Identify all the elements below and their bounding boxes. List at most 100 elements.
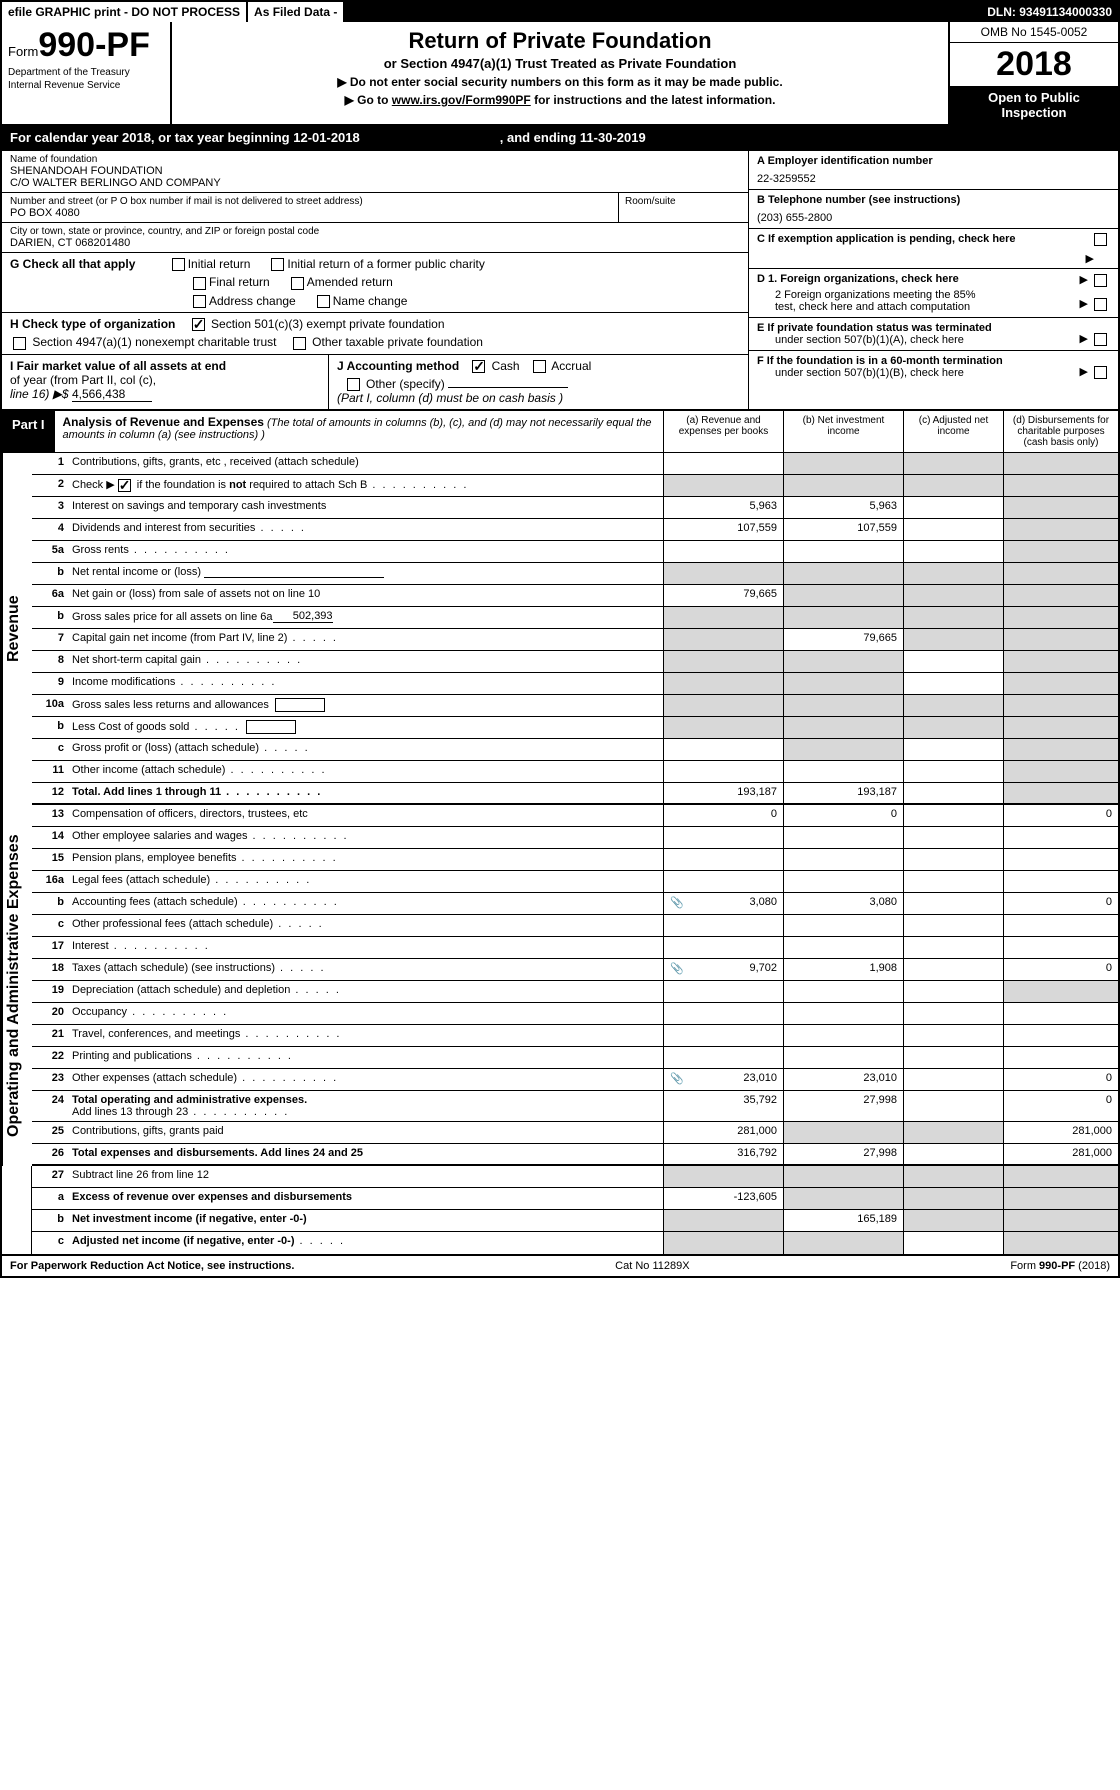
col-c-header: (c) Adjusted net income <box>903 411 1003 452</box>
chk-final-return[interactable] <box>193 277 206 290</box>
row-27: 27 Subtract line 26 from line 12 <box>32 1166 1118 1188</box>
row-27c: c Adjusted net income (if negative, ente… <box>32 1232 1118 1254</box>
row-16b-desc: Accounting fees (attach schedule) <box>68 893 663 914</box>
chk-initial-return[interactable] <box>172 258 185 271</box>
row-16b: b Accounting fees (attach schedule) 📎3,0… <box>32 893 1118 915</box>
row-20-desc: Occupancy <box>68 1003 663 1024</box>
j-cash: Cash <box>492 359 520 373</box>
header-center: Return of Private Foundation or Section … <box>172 22 948 124</box>
header-right: OMB No 1545-0052 2018 Open to Public Ins… <box>948 22 1118 124</box>
section-f: F If the foundation is in a 60-month ter… <box>749 351 1118 383</box>
h-opt-4947a1: Section 4947(a)(1) nonexempt charitable … <box>32 335 276 349</box>
efile-label: efile GRAPHIC print - DO NOT PROCESS <box>2 2 248 22</box>
instr2-post: for instructions and the latest informat… <box>531 93 776 107</box>
chk-name-change[interactable] <box>317 295 330 308</box>
info-grid: Name of foundation SHENANDOAH FOUNDATION… <box>2 151 1118 411</box>
chk-initial-former[interactable] <box>271 258 284 271</box>
irs-label: Internal Revenue Service <box>8 80 164 91</box>
part1-header: Part I Analysis of Revenue and Expenses … <box>2 411 1118 453</box>
phone-cell: B Telephone number (see instructions) (2… <box>749 190 1118 229</box>
row-18: 18 Taxes (attach schedule) (see instruct… <box>32 959 1118 981</box>
e-line1: E If private foundation status was termi… <box>757 322 992 334</box>
chk-accrual[interactable] <box>533 360 546 373</box>
expenses-table: Operating and Administrative Expenses 13… <box>2 805 1118 1166</box>
chk-60month[interactable] <box>1094 366 1107 379</box>
j-other: Other (specify) <box>366 377 445 391</box>
g-opt-address-change: Address change <box>190 294 296 308</box>
chk-other-taxable[interactable] <box>293 337 306 350</box>
f-line1: F If the foundation is in a 60-month ter… <box>757 355 1003 367</box>
footer: For Paperwork Reduction Act Notice, see … <box>2 1254 1118 1276</box>
name-label: Name of foundation <box>10 154 740 165</box>
chk-85pct-test[interactable] <box>1094 298 1107 311</box>
chk-amended[interactable] <box>291 277 304 290</box>
row-5a: 5a Gross rents <box>32 541 1118 563</box>
row-12: 12 Total. Add lines 1 through 11 193,187… <box>32 783 1118 805</box>
chk-501c3[interactable] <box>192 318 205 331</box>
chk-status-terminated[interactable] <box>1094 333 1107 346</box>
city-value: DARIEN, CT 068201480 <box>10 237 740 249</box>
g-opt-amended: Amended return <box>288 275 393 289</box>
row-7-desc: Capital gain net income (from Part IV, l… <box>68 629 663 650</box>
ein-value: 22-3259552 <box>757 173 1110 185</box>
chk-other-method[interactable] <box>347 378 360 391</box>
ein-label: A Employer identification number <box>757 155 933 167</box>
h-label: H Check type of organization <box>10 317 175 331</box>
dept-treasury: Department of the Treasury <box>8 67 164 78</box>
row-10a: 10a Gross sales less returns and allowan… <box>32 695 1118 717</box>
tax-year: 2018 <box>950 43 1118 86</box>
row-11: 11 Other income (attach schedule) <box>32 761 1118 783</box>
row-5b-desc: Net rental income or (loss) <box>68 563 663 584</box>
row-27b-desc: Net investment income (if negative, ente… <box>68 1210 663 1231</box>
instruction-2: ▶ Go to www.irs.gov/Form990PF for instru… <box>180 93 940 107</box>
row-12-desc: Total. Add lines 1 through 11 <box>68 783 663 803</box>
row-16a-desc: Legal fees (attach schedule) <box>68 871 663 892</box>
info-right: A Employer identification number 22-3259… <box>748 151 1118 409</box>
chk-schB[interactable] <box>118 479 131 492</box>
row-4-desc: Dividends and interest from securities <box>68 519 663 540</box>
row-17-desc: Interest <box>68 937 663 958</box>
irs-link[interactable]: www.irs.gov/Form990PF <box>392 93 531 107</box>
section-h: H Check type of organization Section 501… <box>2 313 748 355</box>
g-opt-name-change: Name change <box>314 294 408 308</box>
row-7: 7 Capital gain net income (from Part IV,… <box>32 629 1118 651</box>
chk-cash[interactable] <box>472 360 485 373</box>
cal-end: 11-30-2019 <box>580 130 646 145</box>
form-number: Form990-PF <box>8 26 164 65</box>
chk-exemption-pending[interactable] <box>1094 233 1107 246</box>
ein-cell: A Employer identification number 22-3259… <box>749 151 1118 190</box>
chk-address-change[interactable] <box>193 295 206 308</box>
j-accrual: Accrual <box>551 359 591 373</box>
attachment-icon[interactable]: 📎 <box>670 1072 684 1085</box>
header: Form990-PF Department of the Treasury In… <box>2 22 1118 126</box>
row-16b-a: 📎3,080 <box>663 893 783 914</box>
i-value: 4,566,438 <box>72 387 152 402</box>
instruction-1: ▶ Do not enter social security numbers o… <box>180 75 940 89</box>
dln-value: DLN: 93491134000330 <box>981 2 1118 22</box>
h-opt-other: Other taxable private foundation <box>312 335 483 349</box>
attachment-icon[interactable]: 📎 <box>670 962 684 975</box>
row-24-desc: Total operating and administrative expen… <box>68 1091 663 1121</box>
cal-begin: 12-01-2018 <box>293 130 360 145</box>
section-g: G Check all that apply Initial return In… <box>2 253 748 313</box>
footer-right: Form 990-PF (2018) <box>1010 1260 1110 1272</box>
h-opt-501c3: Section 501(c)(3) exempt private foundat… <box>211 317 444 331</box>
revenue-table: Revenue 1 Contributions, gifts, grants, … <box>2 453 1118 805</box>
calendar-year-row: For calendar year 2018, or tax year begi… <box>2 126 1118 151</box>
row-18-desc: Taxes (attach schedule) (see instruction… <box>68 959 663 980</box>
foundation-name-2: C/O WALTER BERLINGO AND COMPANY <box>10 177 740 189</box>
row-14: 14 Other employee salaries and wages <box>32 827 1118 849</box>
section-c: C If exemption application is pending, c… <box>749 229 1118 269</box>
attachment-icon[interactable]: 📎 <box>670 896 684 909</box>
expenses-sidelabel: Operating and Administrative Expenses <box>2 805 32 1166</box>
chk-foreign-org[interactable] <box>1094 274 1107 287</box>
row-6b: b Gross sales price for all assets on li… <box>32 607 1118 629</box>
row-15: 15 Pension plans, employee benefits <box>32 849 1118 871</box>
section-d: D 1. Foreign organizations, check here ▶… <box>749 269 1118 318</box>
city-cell: City or town, state or province, country… <box>2 223 748 253</box>
chk-4947a1[interactable] <box>13 337 26 350</box>
i-line3: line 16) ▶$ <box>10 387 72 401</box>
form-word: Form <box>8 44 38 59</box>
foundation-name-1: SHENANDOAH FOUNDATION <box>10 165 740 177</box>
row-19: 19 Depreciation (attach schedule) and de… <box>32 981 1118 1003</box>
